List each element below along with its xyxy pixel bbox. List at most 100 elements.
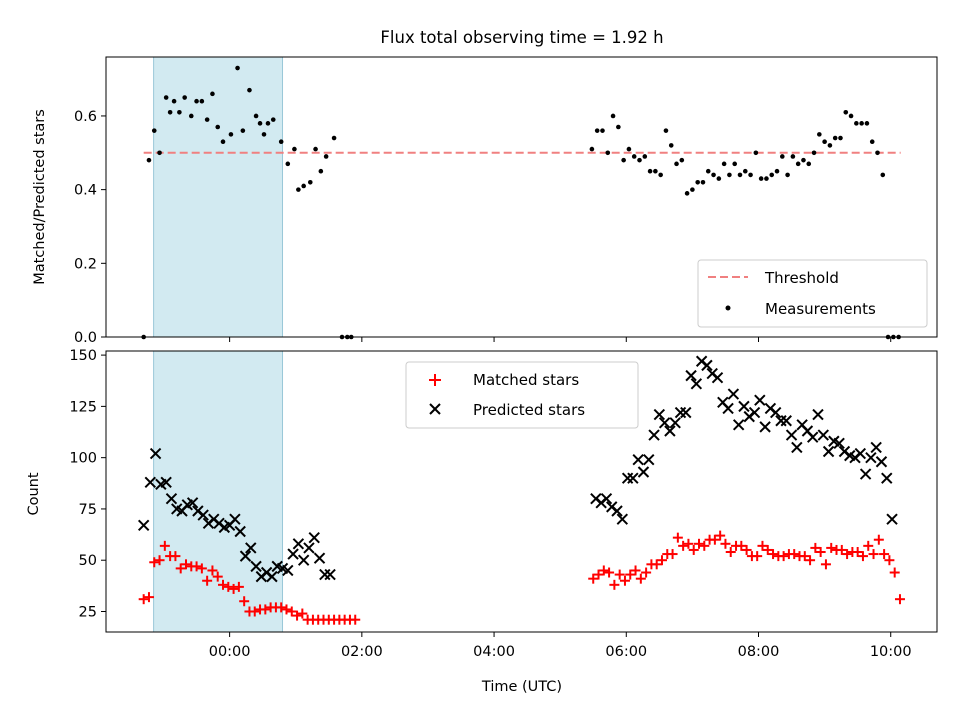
measurement-point: [171, 98, 177, 104]
measurement-point: [801, 157, 806, 163]
predicted-star-point: [711, 371, 724, 384]
count-y-tick-label: 25: [79, 604, 97, 620]
matched-star-point: [842, 549, 853, 560]
measurement-point: [764, 176, 769, 181]
measurement-point: [296, 187, 301, 192]
measurement-point: [235, 65, 240, 71]
matched-star-point: [625, 569, 636, 580]
measurement-point: [605, 150, 611, 156]
matched-star-point: [604, 567, 615, 578]
measurement-point: [843, 109, 849, 115]
predicted-star-point: [287, 548, 299, 560]
measurement-point: [684, 191, 690, 196]
count-y-tick-label: 125: [69, 399, 97, 415]
matched-star-point: [656, 555, 667, 566]
measurement-point: [220, 139, 226, 145]
matched-star-point: [715, 530, 726, 541]
predicted-star-point: [817, 429, 829, 441]
matched-star-point: [239, 596, 250, 607]
predicted-star-point: [738, 400, 750, 413]
matched-star-point: [143, 592, 154, 603]
measurement-point: [167, 109, 173, 115]
matched-star-point: [276, 602, 287, 613]
measurement-point: [215, 124, 221, 130]
legend-matched-swatch: [429, 374, 441, 386]
matched-star-point: [292, 610, 303, 621]
predicted-star-point: [250, 560, 262, 573]
measurement-point: [721, 161, 727, 167]
count-x-ticks: 00:00 02:00 04:00 06:00 08:00 10:00: [209, 632, 912, 660]
predicted-star-point: [245, 542, 257, 554]
matched-star-point: [863, 540, 874, 551]
matched-star-point: [159, 540, 170, 551]
ratio-y-tick-label: 0.0: [74, 330, 97, 346]
matched-star-point: [614, 569, 625, 580]
measurement-point: [806, 161, 812, 167]
predicted-star-point: [669, 417, 681, 429]
matched-star-point: [889, 567, 900, 578]
measurement-point: [795, 161, 801, 167]
predicted-star-point: [791, 441, 803, 454]
measurement-point: [307, 179, 313, 185]
matched-star-point: [212, 571, 223, 582]
matched-star-point: [154, 555, 165, 566]
measurement-point: [610, 113, 616, 119]
measurement-point: [182, 95, 187, 100]
matched-star-point: [894, 594, 905, 605]
matched-star-point: [694, 538, 705, 549]
matched-star-point: [350, 614, 361, 625]
count-y-tick-label: 75: [79, 502, 97, 518]
ratio-x-ticks: [229, 337, 892, 342]
measurement-point: [790, 154, 796, 159]
predicted-star-point: [292, 538, 305, 550]
measurement-point: [690, 187, 695, 192]
predicted-star-point: [722, 402, 734, 415]
ratio-y-tick-label: 0.2: [74, 256, 97, 272]
predicted-star-point: [870, 441, 882, 454]
measurement-point: [313, 146, 318, 152]
matched-star-point: [805, 555, 816, 566]
predicted-star-point: [658, 417, 671, 429]
predicted-star-point: [748, 406, 761, 419]
measurement-point: [637, 157, 642, 163]
matched-star-point: [762, 544, 773, 555]
measurement-point: [177, 109, 182, 115]
measurement-points: [141, 65, 901, 340]
predicted-star-point: [137, 519, 150, 532]
matched-star-point: [678, 540, 689, 551]
legend-matched-label: Matched stars: [473, 371, 579, 389]
count-y-tick-label: 150: [69, 348, 97, 364]
matched-star-point: [857, 551, 868, 562]
predicted-star-point: [611, 505, 623, 517]
predicted-star-point: [690, 378, 703, 390]
matched-star-point: [630, 565, 641, 576]
measurement-point: [631, 154, 637, 159]
measurement-point: [742, 168, 748, 174]
matched-star-point: [683, 538, 694, 549]
highlight-span: [153, 56, 284, 338]
measurement-point: [674, 161, 679, 167]
measurement-point: [838, 135, 843, 141]
matched-star-point: [619, 575, 630, 586]
predicted-star-point: [319, 568, 331, 581]
ratio-y-tick-label: 0.6: [74, 109, 97, 125]
count-y-ticks: 25 50 75 100 125 150: [69, 348, 106, 620]
measurement-point: [194, 98, 199, 104]
predicted-star-point: [308, 531, 320, 544]
measurement-point: [880, 172, 886, 178]
x-tick-label: 02:00: [341, 644, 383, 660]
predicted-star-point: [653, 408, 666, 421]
matched-star-point: [699, 540, 710, 551]
measurement-point: [188, 113, 194, 119]
matched-star-point: [641, 567, 652, 578]
measurement-point: [647, 168, 653, 174]
matched-star-point: [149, 557, 160, 568]
x-axis-label: Time (UTC): [481, 679, 562, 695]
count-legend: Matched stars Predicted stars: [405, 361, 639, 429]
measurement-point: [864, 121, 870, 126]
legend-predicted-label: Predicted stars: [473, 401, 585, 419]
measurement-point: [859, 121, 864, 126]
predicted-star-point: [229, 513, 241, 525]
predicted-star-point: [769, 406, 782, 419]
